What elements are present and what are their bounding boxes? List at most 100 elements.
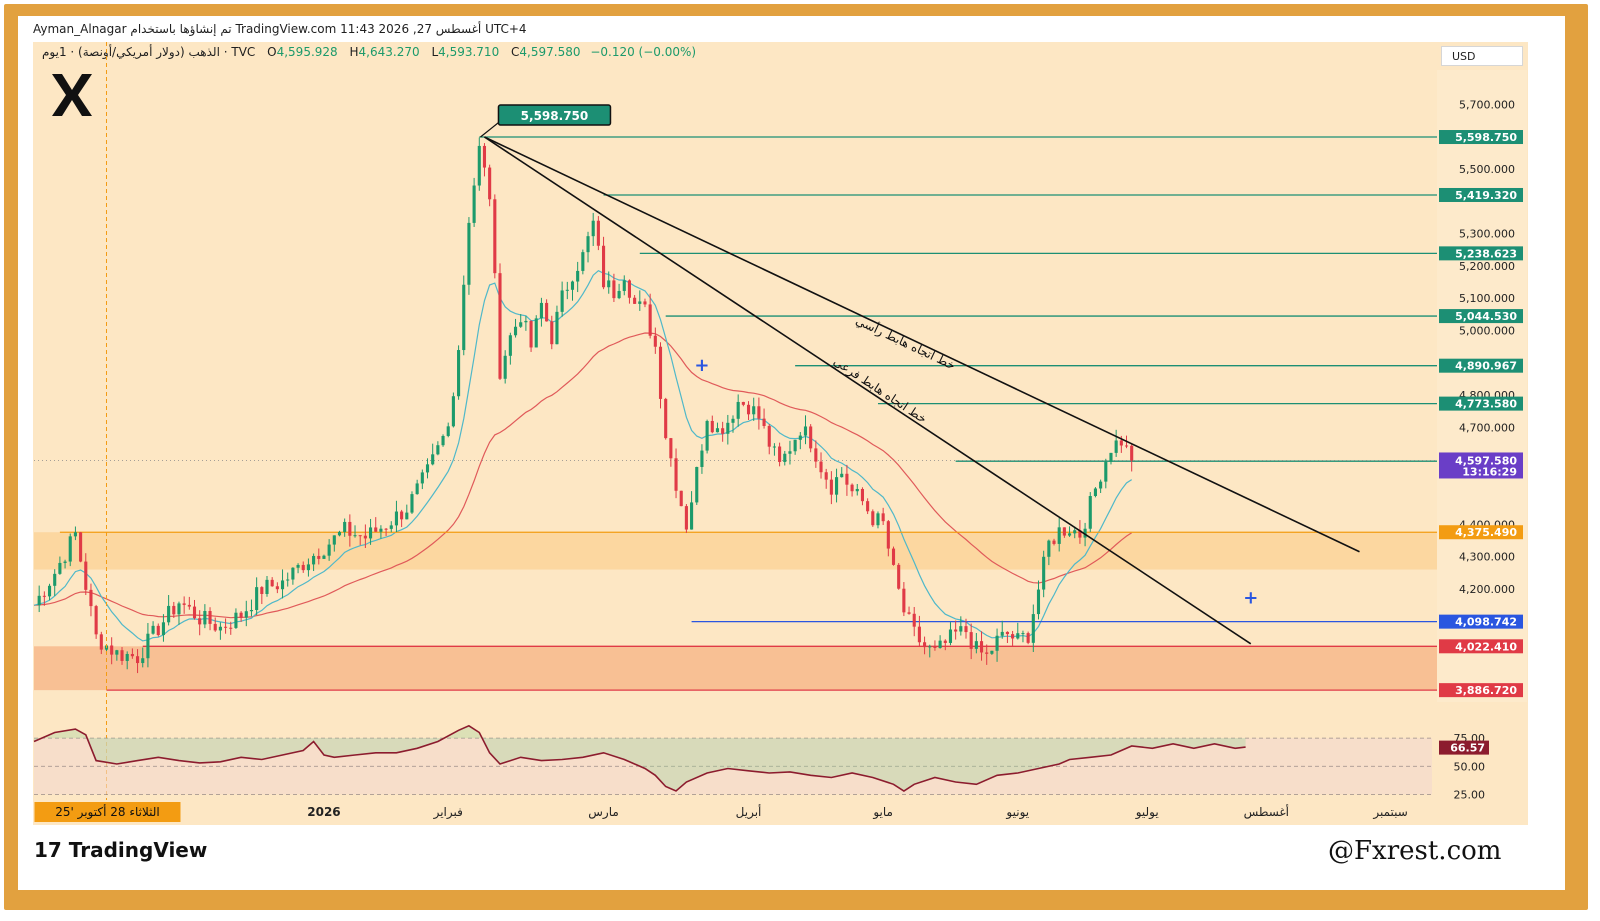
- candle-body: [513, 326, 518, 336]
- candle-body: [431, 454, 435, 465]
- candle-body: [275, 586, 279, 590]
- candle-body: [306, 564, 310, 571]
- candle-body: [943, 640, 947, 643]
- candle-body: [482, 145, 487, 168]
- watermark-text: @Fxrest.com: [1328, 836, 1502, 866]
- candle-body: [400, 511, 404, 520]
- y-tick-label: 5,300.000: [1459, 228, 1515, 241]
- candle-body: [586, 236, 590, 253]
- candle-body: [187, 604, 191, 607]
- candle-body: [110, 645, 114, 655]
- candle-body: [493, 199, 497, 274]
- candle-body: [871, 511, 875, 526]
- candle-body: [596, 220, 600, 246]
- candle-body: [1104, 461, 1108, 482]
- candle-body: [902, 588, 906, 613]
- x-tick-label: مايو: [872, 805, 893, 820]
- candle-body: [539, 302, 543, 319]
- candle-body: [519, 322, 523, 327]
- candle-body: [312, 555, 316, 565]
- candle-body: [503, 355, 507, 379]
- candle-body: [99, 634, 103, 650]
- date-highlight-label: الثلاثاء 28 أكتوبر '25: [55, 804, 160, 820]
- candle-body: [695, 466, 699, 503]
- candle-body: [1093, 488, 1097, 497]
- candle-body: [607, 280, 611, 288]
- ema-slow-line: [33, 332, 1133, 619]
- candle-body: [332, 535, 336, 545]
- candle-body: [249, 609, 254, 612]
- level-tag-0: [1439, 130, 1523, 145]
- rsi-overbought-fill: [34, 725, 1246, 791]
- candle-body: [819, 461, 823, 473]
- candle-body: [89, 589, 93, 607]
- candle-body: [156, 625, 160, 636]
- currency-selector[interactable]: USD: [1441, 46, 1523, 66]
- candle-body: [1016, 633, 1020, 639]
- author-name: Ayman_Alnagar: [33, 22, 127, 36]
- candle-body: [1078, 530, 1082, 538]
- candle-body: [141, 658, 145, 664]
- level-tag-label-3: 5,044.530: [1455, 310, 1517, 323]
- candle-body: [933, 646, 937, 648]
- y-tick-label: 4,700.000: [1459, 421, 1515, 434]
- level-tag-label-7: 4,375.490: [1455, 526, 1517, 539]
- low-label: L: [431, 45, 439, 59]
- candle-body: [218, 626, 222, 631]
- candle-body: [192, 606, 197, 619]
- candle-body: [136, 656, 140, 664]
- candle-body: [420, 472, 424, 484]
- candle-body: [1031, 614, 1035, 643]
- candle-body: [1000, 631, 1004, 636]
- candle-body: [389, 525, 393, 529]
- candle-body: [405, 512, 409, 520]
- candle-body: [648, 304, 652, 336]
- candle-body: [244, 611, 248, 618]
- candle-body: [457, 350, 461, 397]
- publication-header: Ayman_Alnagar تم إنشاؤها باستخدام Tradin…: [33, 22, 527, 36]
- rsi-tick-label: 25.00: [1454, 788, 1486, 801]
- y-tick-label: 5,200.000: [1459, 260, 1515, 273]
- candle-body: [550, 321, 554, 345]
- zone-1: [34, 646, 1437, 691]
- candle-body: [1036, 589, 1041, 615]
- candle-body: [545, 302, 549, 322]
- trendline-1: [484, 136, 1252, 645]
- candle-body: [710, 420, 714, 433]
- candle-body: [120, 650, 124, 661]
- candle-body: [891, 548, 896, 565]
- symbol-ohlc-line: الذهب (دولار أمريكي/أونصة) · 1يوم · TVC …: [42, 45, 696, 59]
- candle-body: [472, 185, 476, 223]
- candle-body: [674, 458, 678, 491]
- candle-body: [384, 528, 388, 530]
- y-tick-label: 4,200.000: [1459, 583, 1515, 596]
- candle-body: [208, 611, 212, 624]
- candle-body: [234, 612, 238, 628]
- candle-body: [633, 297, 637, 304]
- candle-body: [835, 477, 839, 495]
- candle-body: [928, 646, 932, 648]
- rsi-current-tag: [1439, 740, 1489, 755]
- candle-body: [53, 573, 57, 586]
- candle-body: [912, 613, 916, 627]
- candle-body: [1114, 440, 1118, 453]
- x-tick-label: يوليو: [1135, 805, 1159, 820]
- candle-body: [679, 490, 683, 507]
- x-tick-label: يونيو: [1005, 805, 1029, 820]
- candle-body: [1124, 445, 1129, 447]
- candle-body: [379, 528, 383, 532]
- candle-body: [954, 629, 958, 632]
- open-value: 4,595.928: [276, 45, 338, 59]
- close-value: 4,597.580: [519, 45, 581, 59]
- candle-body: [658, 346, 663, 399]
- candle-body: [638, 301, 642, 304]
- rsi-current-label: 66.57: [1450, 742, 1485, 755]
- candle-body: [850, 484, 854, 492]
- candle-body: [524, 320, 528, 323]
- candle-body: [79, 532, 83, 562]
- candle-body: [840, 473, 844, 478]
- candle-body: [876, 513, 880, 526]
- current-price-tag: [1439, 452, 1523, 479]
- candle-body: [715, 428, 720, 433]
